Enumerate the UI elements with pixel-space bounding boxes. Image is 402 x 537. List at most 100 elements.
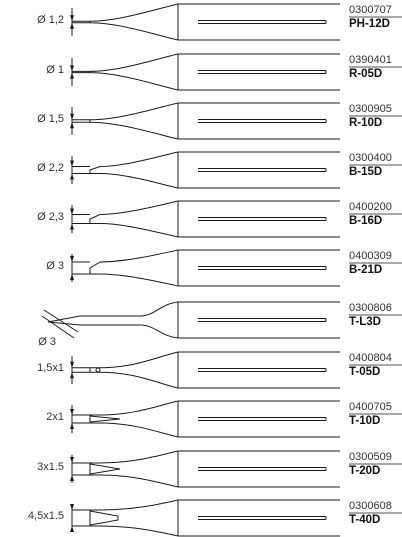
tip-slot — [198, 168, 327, 172]
tip-slot — [198, 467, 327, 471]
dimension-marker — [71, 405, 90, 433]
tip-barrel — [177, 102, 340, 140]
tip-code: 0400705 — [349, 401, 392, 413]
tip-code: 0400200 — [349, 201, 392, 213]
tip-dimension-label: Ø 2,3 — [37, 211, 64, 223]
tip-model: T-10D — [349, 415, 381, 427]
tip-dimension-label: 2x1 — [46, 411, 64, 423]
tip-dimension-label: Ø 2,2 — [37, 162, 64, 174]
tip-dimension-label: 4,5x1.5 — [27, 510, 64, 522]
tip-barrel — [177, 200, 340, 238]
tip-profile — [89, 249, 179, 287]
tip-slot — [198, 266, 327, 270]
dimension-arrows — [70, 457, 74, 481]
tip-code: 0300509 — [349, 451, 392, 463]
dimension-marker — [71, 455, 90, 483]
dimension-arrows — [70, 113, 74, 129]
tip-face-mark — [89, 463, 121, 475]
tip-profile — [89, 3, 179, 41]
tip-profile — [89, 450, 179, 488]
tip-barrel — [177, 249, 340, 287]
dimension-marker — [71, 8, 90, 36]
dimension-marker — [71, 504, 90, 532]
dimension-arrows — [70, 504, 74, 532]
dimension-marker — [71, 205, 90, 233]
tip-code: 0390401 — [349, 54, 392, 66]
tip-code: 0300806 — [349, 302, 392, 314]
tip-slot — [198, 318, 327, 322]
tip-profile — [89, 200, 179, 238]
tip-code: 0300400 — [349, 152, 392, 164]
tip-code: 0400804 — [349, 352, 392, 364]
tip-drawing-b-15d — [70, 151, 402, 189]
tip-barrel — [177, 400, 340, 438]
tip-barrel — [177, 351, 340, 389]
tip-barrel — [177, 499, 340, 537]
dimension-arrows — [70, 15, 74, 29]
tip-slot — [198, 217, 327, 221]
tip-model: T-L3D — [349, 316, 381, 328]
tip-slot — [198, 119, 327, 123]
tip-model: T-20D — [349, 465, 381, 477]
tip-model: R-05D — [349, 68, 383, 80]
dimension-arrows — [70, 208, 74, 230]
tip-barrel — [177, 301, 340, 339]
tip-barrel — [177, 450, 340, 488]
tip-drawing-r-05d — [70, 53, 402, 91]
tip-model: T-40D — [349, 514, 381, 526]
tip-dimension-label: 1,5x1 — [37, 362, 64, 374]
tip-dimension-label: Ø 1,5 — [37, 113, 64, 125]
tip-profile — [89, 53, 179, 91]
tip-profile — [89, 351, 179, 389]
tip-dimension-label: 3x1.5 — [37, 461, 64, 473]
tip-model: B-15D — [349, 166, 383, 178]
tip-drawing-ph-12d — [70, 3, 402, 41]
tip-code: 0300608 — [349, 500, 392, 512]
tip-model: R-10D — [349, 117, 383, 129]
tip-profile — [89, 151, 179, 189]
dimension-arrows — [70, 409, 74, 429]
tip-model: B-21D — [349, 264, 383, 276]
tip-dimension-label: Ø 3 — [38, 336, 56, 348]
tip-dimension-label: Ø 1 — [46, 64, 64, 76]
tip-barrel — [177, 3, 340, 41]
tip-model: PH-12D — [349, 18, 390, 30]
tip-slot — [198, 516, 327, 520]
tip-drawing-r-10d — [70, 102, 402, 140]
tip-drawing-t-l3d — [41, 301, 402, 339]
tip-dimension-label: Ø 1,2 — [37, 14, 64, 26]
tip-drawing-t-40d — [70, 499, 402, 537]
tip-drawing-t-10d — [70, 400, 402, 438]
dimension-marker — [71, 107, 90, 135]
tip-profile — [47, 301, 179, 339]
tip-profile — [89, 400, 179, 438]
tip-slot — [198, 417, 327, 421]
tip-slot — [198, 70, 327, 74]
tip-code: 0400309 — [349, 250, 392, 262]
tip-profile — [89, 102, 179, 140]
dimension-arrows — [70, 65, 74, 79]
tip-model: T-05D — [349, 366, 381, 378]
tip-drawing-b-16d — [70, 200, 402, 238]
dimension-marker — [71, 254, 90, 282]
tip-profile — [89, 499, 179, 537]
dimension-marker — [71, 156, 90, 184]
dimension-marker — [41, 309, 79, 339]
tip-face-mark — [95, 367, 101, 373]
dimension-arrows — [70, 256, 74, 280]
tip-face-mark — [89, 510, 119, 526]
tip-drawing-t-05d — [70, 351, 402, 389]
tip-drawing-t-20d — [70, 450, 402, 488]
tip-barrel — [177, 53, 340, 91]
tip-slot — [198, 20, 327, 24]
dimension-marker — [71, 58, 90, 86]
tip-drawing-b-21d — [70, 249, 402, 287]
tip-dimension-label: Ø 3 — [46, 260, 64, 272]
tip-slot — [198, 368, 327, 372]
tip-barrel — [177, 151, 340, 189]
tip-code: 0300905 — [349, 103, 392, 115]
dimension-arrows — [70, 160, 74, 180]
tip-code: 0300707 — [349, 4, 392, 16]
